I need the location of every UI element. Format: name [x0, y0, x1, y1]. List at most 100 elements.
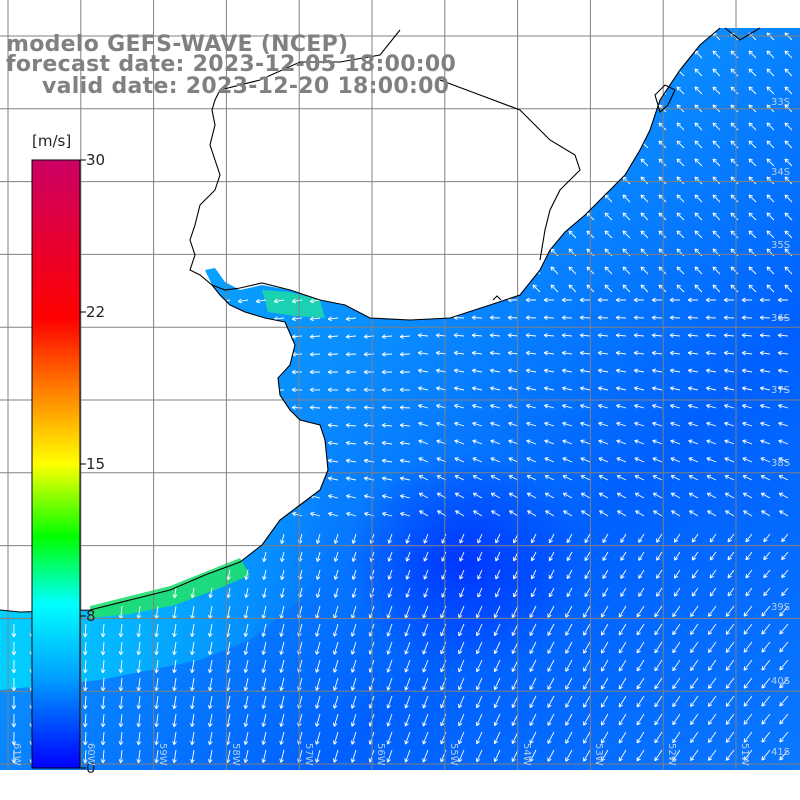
wind-arrow [511, 623, 519, 637]
lon-label: 60W [85, 743, 96, 766]
wind-arrow [766, 194, 775, 203]
wind-arrow [670, 475, 681, 481]
wind-arrow [712, 68, 721, 77]
wind-arrow [454, 439, 465, 445]
wind-arrow [779, 713, 789, 725]
lat-label: 39S [771, 602, 791, 613]
wind-arrow [493, 695, 501, 709]
wind-arrow [243, 749, 249, 763]
wind-arrow [766, 68, 775, 77]
wind-arrow [309, 298, 321, 304]
wind-arrow [730, 122, 739, 131]
wind-arrow [748, 122, 757, 131]
wind-arrow [690, 605, 699, 618]
wind-arrow [493, 713, 501, 727]
wind-arrow [672, 713, 681, 726]
wind-arrow [784, 194, 793, 203]
wind-arrow [712, 50, 721, 59]
wind-arrow [634, 492, 645, 499]
wind-arrow [399, 423, 411, 428]
wind-arrow [511, 659, 519, 673]
wind-arrow [640, 284, 649, 293]
wind-arrow [345, 494, 357, 499]
wind-arrow [529, 659, 537, 672]
wind-arrow [580, 492, 591, 499]
wind-arrow [566, 569, 573, 580]
wind-arrow [118, 749, 124, 764]
wind-arrow [651, 350, 663, 356]
wind-arrow [761, 677, 771, 689]
wind-arrow [405, 551, 411, 562]
wind-arrow [730, 284, 739, 293]
wind-arrow [471, 368, 483, 374]
wind-arrow [676, 212, 685, 221]
wind-arrow [712, 158, 721, 167]
wind-arrow [422, 659, 429, 673]
wind-arrow [658, 194, 667, 203]
wind-arrow [544, 457, 555, 463]
wind-arrow [743, 510, 753, 517]
wind-arrow [636, 713, 645, 726]
wind-arrow [676, 230, 685, 239]
wind-arrow [670, 492, 681, 499]
wind-arrow [583, 641, 591, 654]
wind-arrow [690, 641, 699, 654]
wind-arrow [763, 587, 771, 597]
wind-arrow [600, 641, 609, 654]
wind-arrow [453, 333, 465, 338]
wind-arrow [616, 457, 627, 463]
wind-arrow [579, 297, 590, 303]
wind-arrow [705, 333, 717, 338]
wind-arrow [351, 587, 357, 598]
wind-arrow [741, 368, 753, 374]
wind-arrow [244, 587, 249, 599]
wind-arrow [279, 695, 285, 709]
wind-arrow [691, 533, 699, 543]
wind-arrow [640, 230, 649, 239]
wind-arrow [244, 569, 249, 581]
wind-arrow [255, 298, 267, 304]
wind-arrow [565, 641, 573, 654]
wind-arrow [561, 350, 573, 356]
wind-arrow [638, 551, 645, 561]
wind-arrow [669, 386, 681, 391]
wind-arrow [618, 605, 627, 618]
wind-arrow [730, 266, 739, 275]
wind-arrow [261, 659, 267, 673]
wind-arrow [458, 623, 465, 637]
wind-arrow [635, 510, 645, 517]
wind-arrow [11, 695, 17, 710]
wind-arrow [748, 158, 757, 167]
wind-arrow [507, 368, 519, 374]
wind-arrow [562, 475, 573, 481]
wind-arrow [529, 713, 537, 726]
wind-arrow [761, 695, 771, 707]
wind-arrow [706, 403, 717, 409]
wind-arrow [723, 368, 735, 374]
colorbar-unit: [m/s] [32, 132, 72, 150]
wind-arrow [707, 510, 717, 517]
wind-arrow [475, 731, 483, 745]
wind-arrow [418, 457, 429, 463]
wind-arrow [566, 551, 573, 562]
wind-arrow [550, 284, 559, 293]
wind-arrow [345, 423, 357, 428]
wind-arrow [654, 677, 663, 690]
wind-arrow [471, 350, 483, 356]
wind-arrow [404, 641, 411, 655]
wind-arrow [766, 140, 775, 149]
wind-arrow [154, 713, 159, 728]
wind-arrow [707, 695, 717, 707]
colorbar-tick-15: 15 [86, 455, 106, 473]
wind-arrow [399, 494, 411, 499]
wind-arrow [404, 677, 411, 691]
wind-arrow [651, 368, 663, 374]
wind-arrow [741, 386, 753, 391]
wind-arrow [381, 369, 393, 375]
wind-arrow [350, 677, 357, 691]
wind-arrow [471, 386, 483, 391]
wind-arrow [473, 510, 483, 517]
wind-arrow [600, 731, 609, 744]
wind-arrow [172, 695, 177, 710]
